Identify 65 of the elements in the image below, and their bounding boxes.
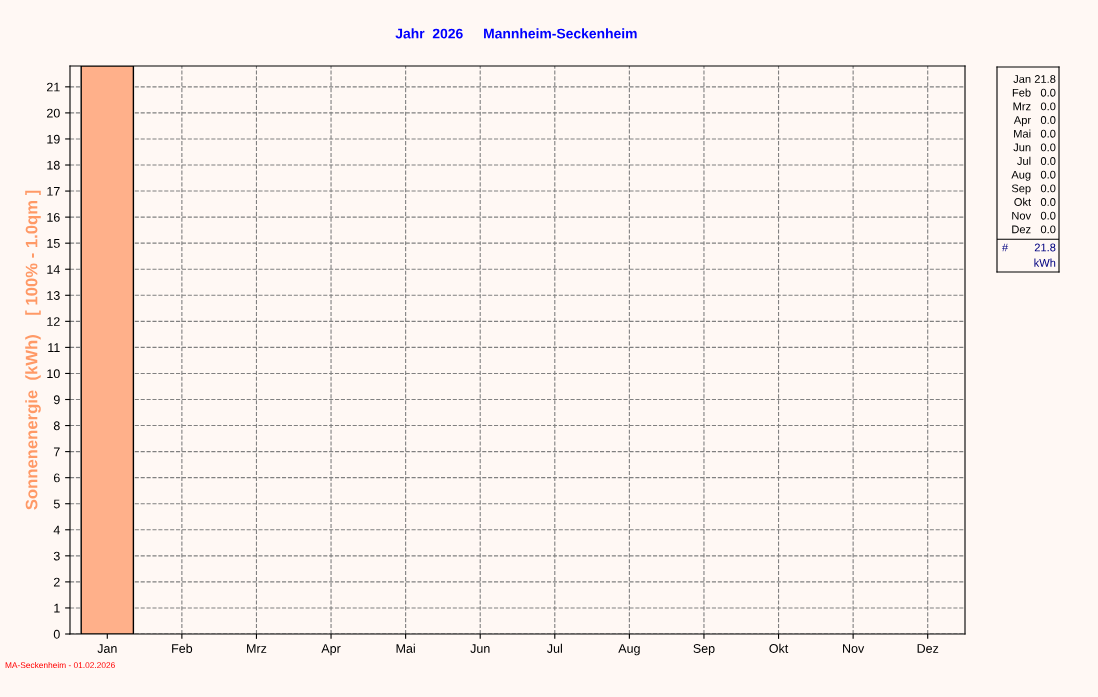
x-tick-label: Jun bbox=[470, 644, 490, 653]
category-label: Jul bbox=[1017, 156, 1031, 165]
y-tick-label: 20 bbox=[47, 108, 60, 118]
category-label: Mrz bbox=[1013, 102, 1031, 111]
x-tick-label: Mai bbox=[396, 643, 415, 653]
x-tick-label: Mrz bbox=[247, 644, 267, 653]
y-tick-label: 5 bbox=[53, 499, 60, 509]
y-tick-label: 10 bbox=[47, 369, 60, 379]
text: 21.8 bbox=[1034, 75, 1056, 83]
category-label: Jun bbox=[1013, 143, 1031, 152]
category-label: Sep bbox=[1011, 184, 1031, 195]
category-label: Okt bbox=[1014, 197, 1032, 206]
text: 0.0 bbox=[1040, 102, 1056, 111]
text: 0.0 bbox=[1040, 143, 1056, 152]
x-tick-label: Nov bbox=[843, 644, 865, 653]
y-axis-title: Sonnenenergie (kWh) [ 100% - 1.0qm ] bbox=[25, 190, 41, 510]
text: MA-Seckenheim - 01.02.2026 bbox=[5, 661, 115, 669]
text: kWh bbox=[1034, 258, 1056, 267]
y-tick-label: 12 bbox=[47, 317, 60, 326]
text: 0.0 bbox=[1040, 198, 1056, 206]
x-tick-label: Dez bbox=[917, 644, 939, 653]
chart-subtitle: Mannheim-Seckenheim bbox=[484, 28, 637, 39]
category-label: Aug bbox=[1011, 170, 1031, 181]
category-label: Mai bbox=[1014, 129, 1031, 138]
y-tick-label: 1 bbox=[54, 603, 60, 613]
y-tick-label: 4 bbox=[53, 525, 60, 535]
text: 0.0 bbox=[1040, 129, 1056, 138]
y-tick-label: 15 bbox=[47, 239, 60, 248]
text: 0.0 bbox=[1040, 157, 1056, 165]
text: # bbox=[1002, 243, 1009, 252]
category-label: Apr bbox=[1013, 116, 1031, 127]
category-label: Jan bbox=[1013, 75, 1031, 83]
text: 0.0 bbox=[1040, 116, 1056, 124]
x-tick-label: Okt bbox=[769, 643, 789, 653]
y-tick-label: 17 bbox=[47, 186, 60, 196]
y-tick-label: 18 bbox=[47, 160, 60, 170]
category-label: Nov bbox=[1012, 211, 1032, 220]
x-tick-label: Apr bbox=[321, 644, 341, 656]
y-tick-label: 0 bbox=[53, 629, 60, 639]
x-tick-label: Jul bbox=[547, 643, 562, 653]
text: 0.0 bbox=[1040, 170, 1056, 179]
text: 21.8 bbox=[1034, 243, 1056, 252]
x-tick-label: Feb bbox=[172, 643, 193, 653]
y-tick-label: 19 bbox=[47, 134, 60, 144]
category-label: Dez bbox=[1012, 225, 1031, 234]
x-tick-label: Aug bbox=[618, 644, 640, 656]
y-tick-label: 13 bbox=[47, 291, 60, 300]
y-tick-label: 21 bbox=[47, 82, 60, 92]
x-tick-label: Sep bbox=[693, 644, 715, 656]
x-tick-label: Jan bbox=[97, 644, 117, 653]
text: 0.0 bbox=[1040, 184, 1056, 193]
y-tick-label: 2 bbox=[53, 577, 60, 587]
text: 0.0 bbox=[1040, 225, 1056, 234]
y-tick-label: 11 bbox=[48, 343, 60, 352]
y-tick-label: 6 bbox=[53, 473, 60, 483]
text: 0.0 bbox=[1040, 88, 1056, 97]
y-tick-label: 14 bbox=[47, 265, 60, 274]
y-tick-label: 16 bbox=[47, 212, 60, 222]
text: 0.0 bbox=[1040, 211, 1056, 220]
y-tick-label: 3 bbox=[53, 551, 60, 561]
y-tick-label: 7 bbox=[53, 447, 60, 457]
y-tick-label: 8 bbox=[53, 421, 60, 431]
y-tick-label: 9 bbox=[53, 395, 60, 405]
category-label: Feb bbox=[1012, 88, 1031, 97]
chart-title: Jahr 2026 bbox=[395, 28, 463, 39]
